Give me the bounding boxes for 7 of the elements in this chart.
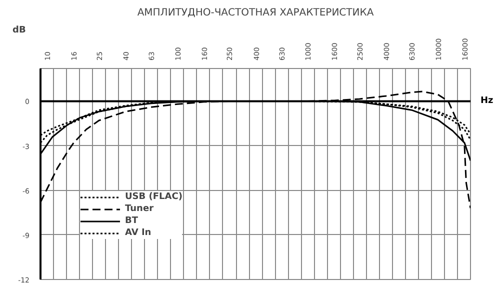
- chart-title: АМПЛИТУДНО-ЧАСТОТНАЯ ХАРАКТЕРИСТИКА: [137, 8, 374, 18]
- legend-label: BT: [125, 215, 139, 227]
- legend-label: USB (FLAC): [125, 191, 182, 203]
- x-axis-title: Hz: [480, 96, 494, 106]
- y-axis-title: dB: [12, 26, 26, 36]
- legend-label: Tuner: [125, 203, 154, 215]
- legend-label: AV In: [125, 227, 152, 239]
